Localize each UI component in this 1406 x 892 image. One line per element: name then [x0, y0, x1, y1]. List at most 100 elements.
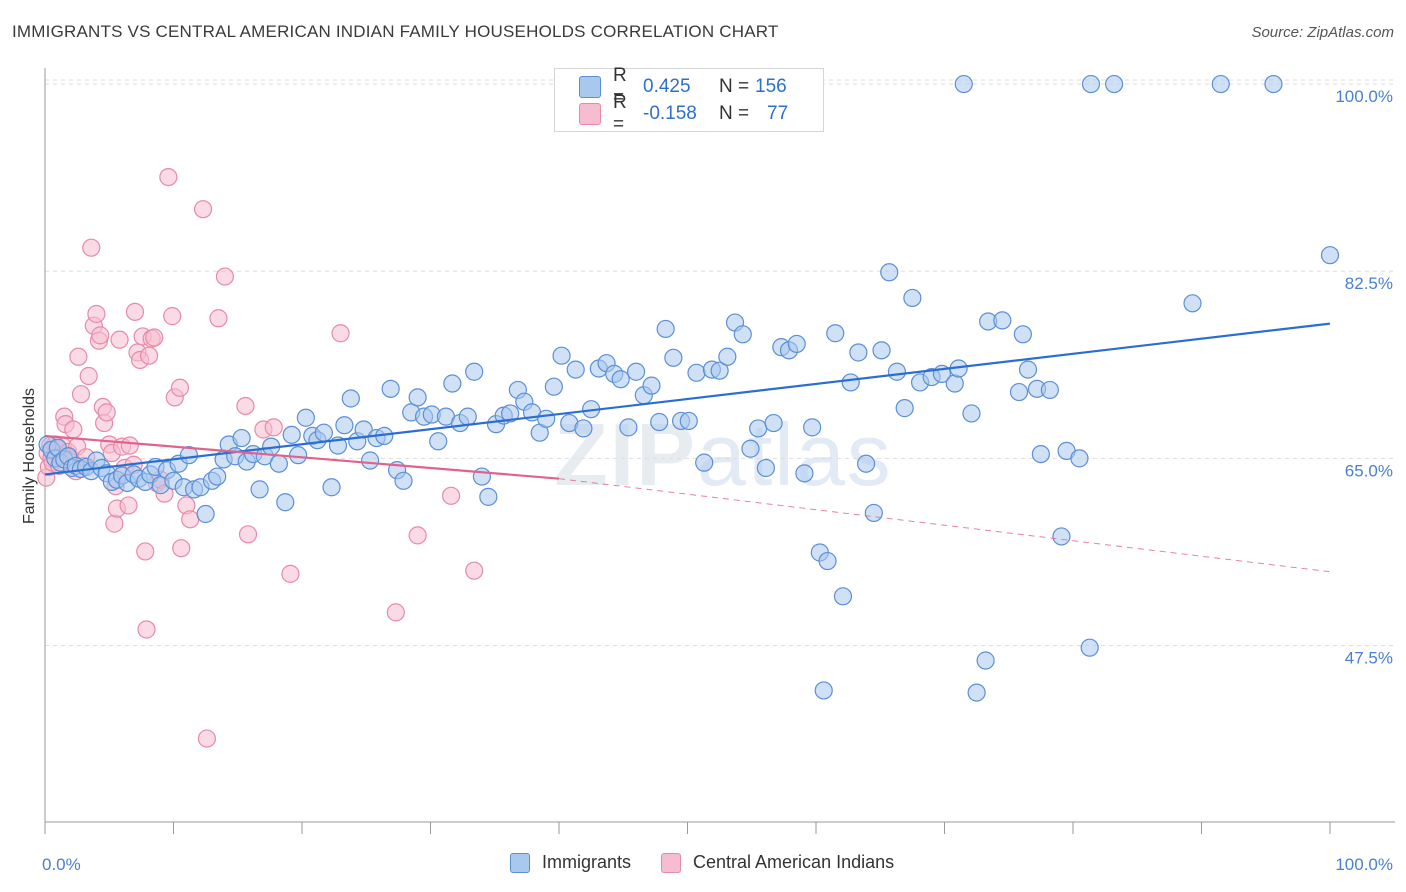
central-american-indians-point: [125, 302, 145, 321]
legend-r-value: 0.425: [643, 76, 691, 97]
central-american-indians-point: [87, 304, 106, 324]
x-tick-label: 0.0%: [42, 855, 81, 874]
immigrants-point: [849, 343, 868, 362]
immigrants-point: [1031, 444, 1050, 464]
immigrants-point: [611, 370, 630, 389]
central-american-indians-point: [238, 525, 258, 544]
legend-r-label: R =: [613, 65, 627, 108]
immigrants-point: [472, 467, 491, 486]
immigrants-point: [656, 319, 675, 339]
x-tick-label: 100.0%: [1335, 855, 1393, 874]
immigrants-point: [443, 374, 462, 393]
central-american-indians-point: [69, 347, 88, 366]
immigrants-point: [887, 362, 907, 381]
immigrants-point: [341, 389, 360, 408]
central-american-indians-point: [91, 326, 110, 345]
immigrants-point: [1105, 74, 1124, 94]
central-american-indians-point: [386, 603, 405, 622]
immigrants-point: [619, 418, 638, 437]
immigrants-point: [479, 487, 498, 506]
central-american-indians-point: [64, 420, 83, 439]
immigrants-point: [756, 458, 775, 478]
series-legend-central-american-indians: Central American Indians: [661, 852, 894, 873]
legend-r-value: -0.158: [643, 103, 697, 124]
immigrants-point: [695, 453, 714, 472]
immigrants-point: [857, 454, 876, 473]
immigrants-point: [826, 324, 845, 343]
immigrants-point: [954, 74, 973, 94]
immigrants-point: [361, 451, 380, 470]
immigrants-point: [408, 388, 427, 407]
immigrants-point: [945, 374, 964, 393]
immigrants-point: [679, 411, 698, 431]
immigrants-point: [880, 263, 899, 282]
immigrants-point: [764, 413, 783, 433]
legend-n-label: N =: [719, 103, 750, 124]
immigrants-point: [1018, 360, 1038, 379]
central-american-indians-point: [193, 200, 213, 219]
y-axis-label: Family Households: [21, 388, 38, 524]
series-label-immigrants: Immigrants: [542, 852, 632, 872]
legend-n-label: N =: [719, 76, 750, 97]
immigrants-point: [289, 446, 308, 465]
immigrants-point: [749, 419, 768, 438]
central-american-indians-point: [264, 418, 283, 437]
immigrants-point: [864, 503, 883, 523]
central-american-indians-trend-extension: [558, 478, 1331, 573]
immigrants-point: [429, 432, 448, 451]
y-tick-label: 100.0%: [1335, 87, 1393, 106]
legend-n-value: 156: [755, 76, 787, 97]
immigrants-point: [335, 416, 354, 435]
central-american-indians-point: [197, 729, 217, 748]
immigrants-point: [741, 439, 760, 458]
central-american-indians-point: [71, 385, 91, 404]
immigrants-point: [282, 425, 301, 444]
immigrants-point: [1070, 449, 1089, 468]
immigrants-trend-line: [44, 322, 1331, 476]
legend-row-central-american-indians: R = -0.158 N = 77: [579, 92, 789, 135]
immigrants-point: [993, 311, 1012, 330]
series-legend-immigrants: Immigrants: [510, 852, 631, 873]
immigrants-point: [276, 493, 295, 512]
central-american-indians-point: [139, 346, 159, 365]
immigrants-point: [465, 362, 484, 381]
immigrants-point: [1080, 638, 1099, 657]
immigrants-point: [314, 423, 333, 442]
chart-title: IMMIGRANTS VS CENTRAL AMERICAN INDIAN FA…: [12, 22, 779, 41]
immigrants-point: [818, 551, 837, 571]
immigrants-point: [574, 419, 593, 438]
immigrants-point: [1183, 294, 1202, 313]
immigrants-point: [962, 404, 981, 423]
immigrants-point: [664, 348, 683, 367]
immigrants-point: [967, 683, 986, 702]
central-american-indians-point: [163, 307, 182, 326]
central-american-indians-point: [441, 486, 461, 505]
immigrants-point: [208, 467, 227, 486]
immigrants-point: [552, 346, 571, 365]
series-label-central-american-indians: Central American Indians: [693, 852, 895, 872]
immigrants-point: [322, 478, 341, 497]
immigrants-point: [296, 408, 315, 427]
legend-swatch-central-american-indians: [579, 103, 601, 125]
immigrants-point: [626, 362, 646, 381]
immigrants-point: [1211, 74, 1230, 94]
central-american-indians-point: [97, 403, 116, 422]
legend-swatch-immigrants: [579, 76, 601, 98]
immigrants-point: [1320, 246, 1340, 265]
central-american-indians-point: [120, 436, 139, 455]
immigrants-point: [795, 464, 814, 483]
immigrants-point: [1264, 74, 1283, 94]
central-american-indians-point: [215, 267, 234, 286]
legend-row-immigrants: R = 0.425 N = 156: [579, 65, 787, 108]
immigrants-point: [841, 373, 860, 392]
series-legend: Immigrants Central American Indians: [510, 852, 924, 873]
legend-r-label: R =: [613, 92, 627, 135]
immigrants-point: [269, 454, 288, 473]
immigrants-point: [196, 504, 215, 524]
immigrants-point: [872, 341, 891, 360]
legend-n-value: 77: [767, 103, 789, 124]
series-swatch-immigrants: [510, 852, 530, 873]
immigrants-point: [1009, 382, 1029, 402]
immigrants-point: [833, 587, 853, 606]
immigrants-point: [803, 418, 822, 437]
